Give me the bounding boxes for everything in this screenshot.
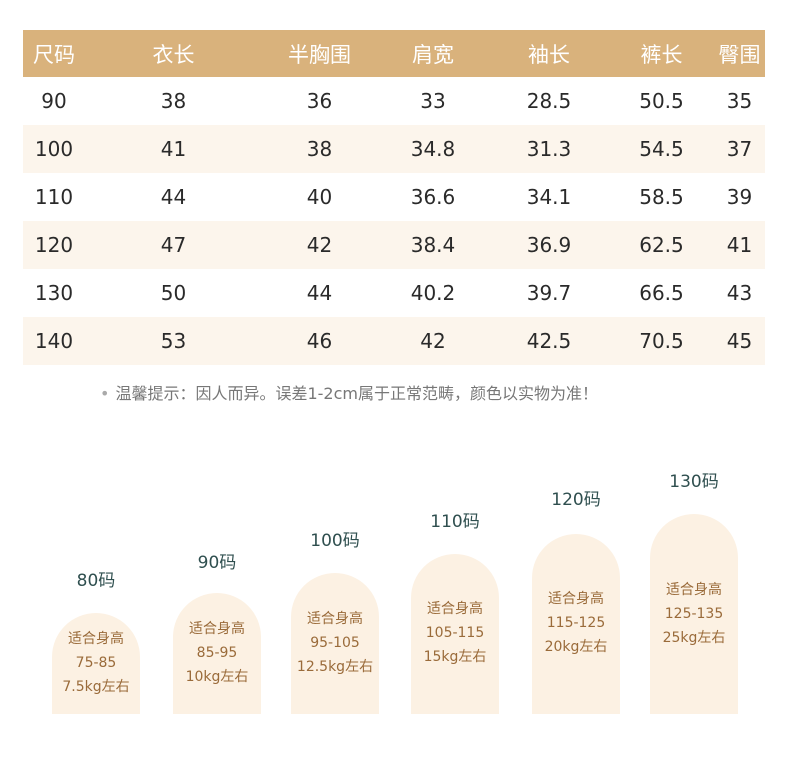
height-bar-80: 适合身高 75-85 7.5kg左右 bbox=[52, 613, 140, 714]
table-cell: 50.5 bbox=[639, 89, 684, 113]
table-cell: 39.7 bbox=[526, 281, 572, 305]
table-cell: 38.4 bbox=[377, 221, 489, 269]
table-cell: 47 bbox=[85, 221, 262, 269]
table-cell: 40.2 bbox=[410, 281, 456, 305]
table-cell: 40 bbox=[306, 185, 333, 209]
table-cell: 70.5 bbox=[609, 317, 714, 365]
bar-height-range: 125-135 bbox=[664, 606, 724, 622]
bar-title: 适合身高 bbox=[307, 611, 363, 627]
header-size: 尺码 bbox=[23, 30, 85, 77]
bar-height-range: 105-115 bbox=[425, 625, 485, 641]
header-hip: 臀围 bbox=[714, 30, 765, 77]
table-header-row: 尺码 衣长 半胸围 肩宽 袖长 裤长 臀围 bbox=[23, 30, 765, 77]
table-row: 130 50 44 40.2 39.7 66.5 43 bbox=[23, 269, 765, 317]
bar-weight: 12.5kg左右 bbox=[296, 659, 374, 675]
height-bar-120: 适合身高 115-125 20kg左右 bbox=[532, 534, 620, 714]
height-bar-130: 适合身高 125-135 25kg左右 bbox=[650, 514, 738, 714]
height-bar-90: 适合身高 85-95 10kg左右 bbox=[173, 593, 261, 714]
table-cell: 45 bbox=[714, 317, 765, 365]
bar-weight: 10kg左右 bbox=[185, 669, 249, 685]
table-cell: 38 bbox=[262, 125, 377, 173]
table-row: 100 41 38 34.8 31.3 54.5 37 bbox=[23, 125, 765, 173]
bar-height-range: 115-125 bbox=[546, 615, 606, 631]
bar-title: 适合身高 bbox=[666, 582, 722, 598]
bar-title: 适合身高 bbox=[189, 621, 245, 637]
table-cell: 110 bbox=[34, 185, 74, 209]
table-cell: 120 bbox=[23, 221, 85, 269]
table-row: 90 38 36 33 28.5 50.5 35 bbox=[23, 77, 765, 125]
table-cell: 31.3 bbox=[489, 125, 609, 173]
bar-weight: 20kg左右 bbox=[544, 639, 608, 655]
header-shoulder: 肩宽 bbox=[377, 30, 489, 77]
size-label-80: 80码 bbox=[76, 571, 116, 591]
table-cell: 100 bbox=[23, 125, 85, 173]
header-sleeve: 袖长 bbox=[489, 30, 609, 77]
table-cell: 53 bbox=[85, 317, 262, 365]
table-cell: 44 bbox=[160, 185, 187, 209]
bar-title: 适合身高 bbox=[68, 631, 124, 647]
size-label-120: 120码 bbox=[551, 490, 601, 510]
size-label-100: 100码 bbox=[310, 531, 360, 551]
table-cell: 41 bbox=[714, 221, 765, 269]
table-cell: 90 bbox=[41, 89, 67, 113]
table-cell: 42 bbox=[377, 317, 489, 365]
table-cell: 39 bbox=[726, 185, 753, 209]
bar-weight: 7.5kg左右 bbox=[62, 679, 130, 695]
header-length: 衣长 bbox=[85, 30, 262, 77]
table-cell: 34.8 bbox=[377, 125, 489, 173]
table-cell: 43 bbox=[726, 281, 753, 305]
bar-height-range: 95-105 bbox=[310, 635, 360, 651]
size-label-90: 90码 bbox=[197, 553, 237, 573]
bar-weight: 15kg左右 bbox=[423, 649, 487, 665]
table-cell: 58.5 bbox=[639, 185, 684, 209]
bar-height-range: 85-95 bbox=[196, 645, 238, 661]
table-cell: 42 bbox=[262, 221, 377, 269]
bar-title: 适合身高 bbox=[427, 601, 483, 617]
table-cell: 41 bbox=[85, 125, 262, 173]
table-cell: 34.1 bbox=[526, 185, 572, 209]
table-cell: 37 bbox=[714, 125, 765, 173]
tip-note: • 温馨提示：因人而异。误差1-2cm属于正常范畴，颜色以实物为准！ bbox=[100, 380, 700, 404]
tip-text: 温馨提示：因人而异。误差1-2cm属于正常范畴，颜色以实物为准！ bbox=[115, 384, 598, 403]
table-cell: 36.9 bbox=[489, 221, 609, 269]
height-bar-100: 适合身高 95-105 12.5kg左右 bbox=[291, 573, 379, 714]
table-cell: 36.6 bbox=[410, 185, 456, 209]
table-cell: 50 bbox=[160, 281, 187, 305]
table-cell: 140 bbox=[23, 317, 85, 365]
table-cell: 36 bbox=[306, 89, 333, 113]
table-cell: 33 bbox=[420, 89, 446, 113]
table-row: 120 47 42 38.4 36.9 62.5 41 bbox=[23, 221, 765, 269]
table-cell: 62.5 bbox=[609, 221, 714, 269]
header-pants-length: 裤长 bbox=[609, 30, 714, 77]
table-cell: 42.5 bbox=[489, 317, 609, 365]
bar-height-range: 75-85 bbox=[75, 655, 117, 671]
table-cell: 38 bbox=[160, 89, 187, 113]
table-cell: 54.5 bbox=[609, 125, 714, 173]
table-cell: 130 bbox=[34, 281, 74, 305]
size-label-110: 110码 bbox=[430, 512, 480, 532]
bullet-dot-icon: • bbox=[100, 384, 110, 403]
table-cell: 66.5 bbox=[639, 281, 684, 305]
table-cell: 46 bbox=[262, 317, 377, 365]
table-cell: 28.5 bbox=[526, 89, 572, 113]
table-row: 110 44 40 36.6 34.1 58.5 39 bbox=[23, 173, 765, 221]
height-bar-110: 适合身高 105-115 15kg左右 bbox=[411, 554, 499, 714]
table-cell: 35 bbox=[726, 89, 753, 113]
size-table: 尺码 衣长 半胸围 肩宽 袖长 裤长 臀围 90 38 36 33 28.5 5… bbox=[23, 30, 765, 365]
table-row: 140 53 46 42 42.5 70.5 45 bbox=[23, 317, 765, 365]
header-half-chest: 半胸围 bbox=[262, 30, 377, 77]
bar-title: 适合身高 bbox=[548, 591, 604, 607]
table-cell: 44 bbox=[306, 281, 333, 305]
bar-weight: 25kg左右 bbox=[662, 630, 726, 646]
size-label-130: 130码 bbox=[669, 472, 719, 492]
